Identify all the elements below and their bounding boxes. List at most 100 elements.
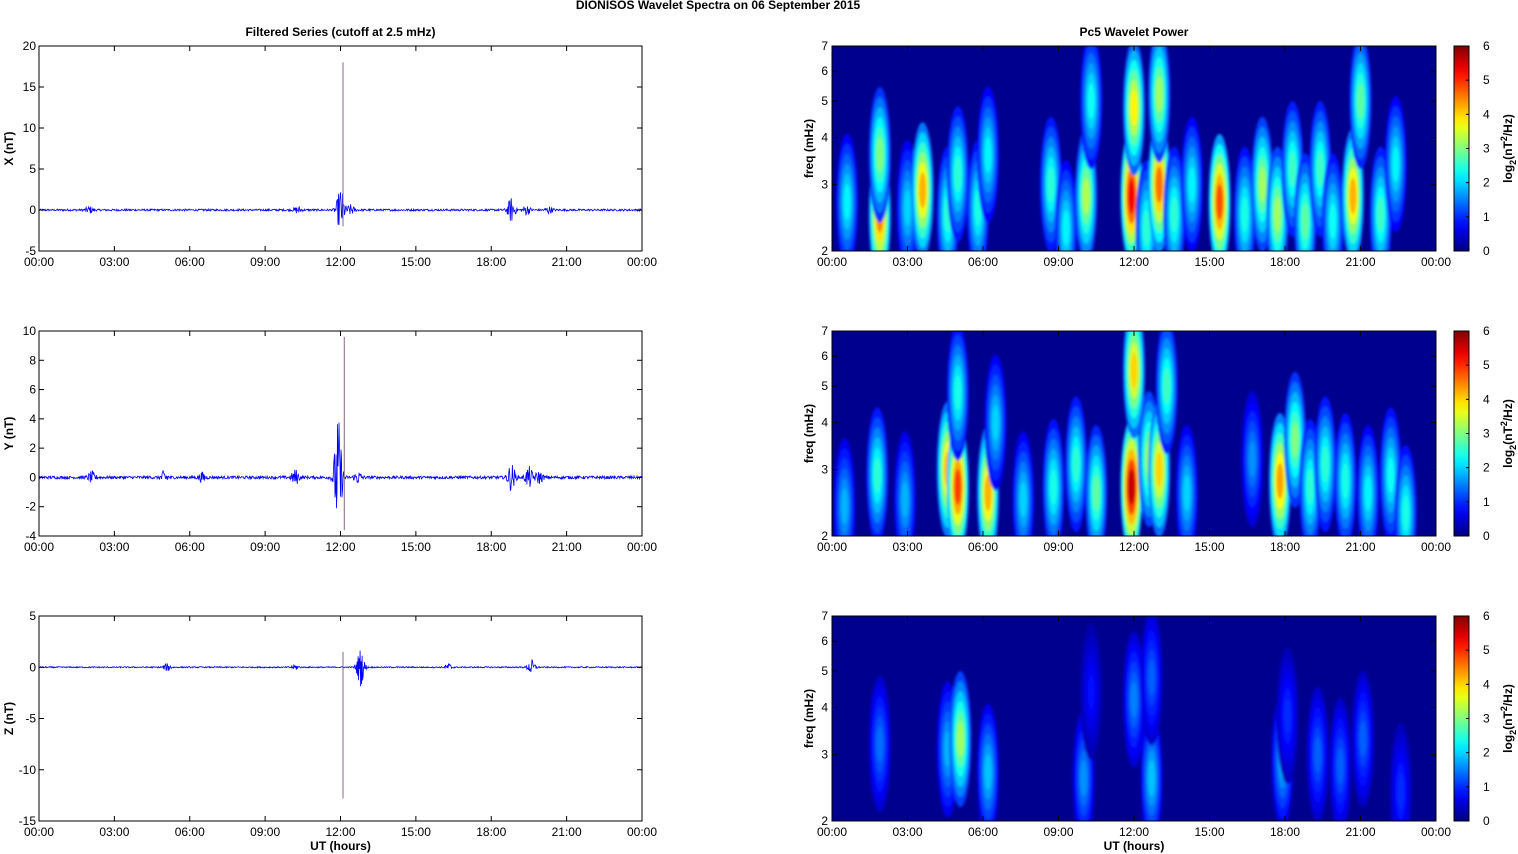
colorbar-label-label_main: log: [1501, 165, 1515, 183]
power-blob: [1127, 177, 1135, 214]
power-blob: [1377, 196, 1385, 233]
x-tick-label: 00:00: [627, 825, 657, 839]
power-blob: [1087, 83, 1095, 120]
plot-area: [39, 616, 642, 821]
x-tick-label: 18:00: [476, 825, 506, 839]
y-tick-label: 6: [821, 64, 828, 78]
y-tick-label: 5: [29, 609, 36, 623]
x-tick-label: 12:00: [325, 540, 355, 554]
x-tick-label: 18:00: [476, 540, 506, 554]
power-blob: [984, 136, 992, 173]
x-tick-label: 21:00: [552, 540, 582, 554]
colorbar-label-label_main: log: [1501, 735, 1515, 753]
colorbar-tick-label: 5: [1483, 73, 1490, 87]
x-tick-label: 18:00: [1270, 540, 1300, 554]
power-blob: [1049, 468, 1057, 505]
x-tick-label: 09:00: [1043, 540, 1073, 554]
y-tick-label: 3: [821, 178, 828, 192]
x-tick-label: 21:00: [552, 825, 582, 839]
power-blob: [984, 753, 992, 790]
x-tick-label: 00:00: [817, 255, 847, 269]
panels: Filtered Series (cutoff at 2.5 mHz) -5 0 5 1…: [2, 25, 1518, 853]
x-tick-label: 06:00: [968, 540, 998, 554]
plot-frame: [831, 330, 1437, 537]
colorbar-tick-label: 3: [1483, 427, 1490, 441]
x-tick-label: 15:00: [1194, 825, 1224, 839]
power-blob: [1155, 76, 1163, 113]
power-blob: [954, 156, 962, 193]
series-trace: [38, 422, 643, 509]
colorbar-tick-label: 6: [1483, 324, 1490, 338]
y-tick-label: -4: [25, 529, 36, 543]
colorbar-tick-label: 3: [1483, 712, 1490, 726]
colorbar-tick-label: 0: [1483, 244, 1490, 258]
colorbar-label: log2(nT2/Hz): [1499, 114, 1518, 183]
y-tick-label: 4: [29, 412, 36, 426]
power-blob: [1291, 421, 1299, 458]
y-axis-label: freq (mHz): [802, 689, 816, 748]
power-blob: [1364, 475, 1372, 512]
y-tick-label: 4: [821, 416, 828, 430]
power-blob: [1155, 451, 1163, 488]
power-blob: [1276, 462, 1284, 499]
plot-frame: [831, 615, 1437, 822]
y-axis-label: freq (mHz): [802, 119, 816, 178]
plot-frame: [38, 45, 643, 252]
x-tick-label: 21:00: [1345, 255, 1375, 269]
colorbar-tick-label: 1: [1483, 780, 1490, 794]
power-blob: [1170, 196, 1178, 233]
y-tick-label: 2: [821, 529, 828, 543]
y-tick-label: 20: [23, 39, 37, 53]
colorbar-tick-label: 0: [1483, 529, 1490, 543]
y-axis-label: X (nT): [2, 132, 16, 166]
y-tick-label: 4: [821, 131, 828, 145]
power-blob: [919, 172, 927, 209]
x-tick-label: 00:00: [1421, 825, 1451, 839]
colorbar-tick-label: 5: [1483, 643, 1490, 657]
colorbar-tick-label: 1: [1483, 210, 1490, 224]
colorbar-label-label_sub: 2: [1508, 730, 1518, 735]
power-blob: [1080, 760, 1088, 797]
plot-area: [39, 331, 642, 536]
x-tick-label: 00:00: [627, 540, 657, 554]
power-blob: [1188, 166, 1196, 203]
y-tick-label: 5: [821, 379, 828, 393]
power-blob: [956, 721, 964, 758]
power-blob: [873, 457, 881, 494]
colorbar-tick-label: 5: [1483, 358, 1490, 372]
plot-area: [39, 46, 642, 251]
colorbar-label-label_paren: (nT: [1501, 426, 1515, 445]
series-trace: [38, 192, 643, 225]
power-blob: [1336, 747, 1344, 784]
spectrum-blobs: [868, 616, 1412, 821]
x-tick-label: 03:00: [892, 540, 922, 554]
power-blob: [901, 481, 909, 518]
x-tick-label: 00:00: [1421, 255, 1451, 269]
x-tick-label: 06:00: [175, 255, 205, 269]
power-blob: [1241, 196, 1249, 233]
x-tick-label: 12:00: [1119, 825, 1149, 839]
power-blob: [1341, 462, 1349, 499]
y-series-panel: -4 -2 0 2 4 6 8 10 00:00 03:00 06:00 09:00 12:00 15:0…: [2, 324, 657, 554]
y-tick-label: 7: [821, 39, 828, 53]
y-tick-label: 3: [821, 748, 828, 762]
colorbar-label-label_sup: 2: [1499, 421, 1509, 426]
power-blob: [1072, 446, 1080, 483]
x-tick-label: 00:00: [1421, 540, 1451, 554]
x-tick-label: 03:00: [892, 825, 922, 839]
power-blob: [1329, 203, 1337, 240]
power-blob: [1402, 495, 1410, 532]
colorbar-label-label_paren: (nT: [1501, 711, 1515, 730]
power-blob: [1019, 481, 1027, 518]
colorbar-tick-label: 0: [1483, 814, 1490, 828]
y-tick-label: 5: [821, 664, 828, 678]
y-axis-label: freq (mHz): [802, 404, 816, 463]
power-blob: [876, 726, 884, 763]
power-blob: [876, 136, 884, 173]
x-tick-label: 03:00: [99, 825, 129, 839]
power-blob: [1248, 441, 1256, 478]
x-tick-label: 06:00: [175, 540, 205, 554]
z-series-panel: -15 -10 -5 0 5 00:00 03:00 06:00 09:00 12:00 15:00…: [2, 609, 657, 853]
x-tick-label: 12:00: [325, 255, 355, 269]
y-tick-label: -5: [25, 244, 36, 258]
